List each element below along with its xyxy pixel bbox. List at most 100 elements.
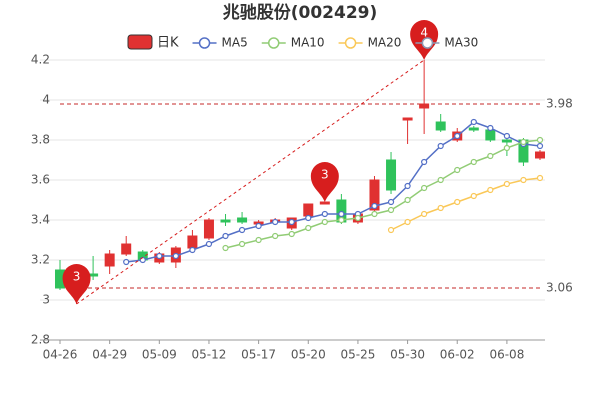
ma-point <box>503 144 510 152</box>
annotation-label: 4 <box>420 26 428 40</box>
y-tick-label: 4 <box>42 93 50 107</box>
ma-point <box>387 198 395 206</box>
candle-body <box>237 217 248 223</box>
ma-point <box>321 210 328 218</box>
ma-point <box>305 224 312 232</box>
candle-body <box>535 151 545 159</box>
candle-body <box>319 201 330 205</box>
ma-point <box>404 182 411 190</box>
x-tick-label: 05-25 <box>340 348 375 362</box>
annotation-label: 3 <box>321 168 329 182</box>
reference-label: 3.98 <box>546 97 573 111</box>
candle-body <box>485 129 496 141</box>
x-tick-label: 06-08 <box>489 348 524 362</box>
x-tick-label: 05-30 <box>390 348 425 362</box>
ma-point <box>238 226 246 234</box>
ma-point <box>387 226 395 234</box>
ma-point <box>437 204 444 212</box>
legend-marker <box>421 37 434 49</box>
ma-point <box>123 258 130 266</box>
candle-body <box>121 243 132 255</box>
ma-point <box>470 192 477 200</box>
y-tick-label: 3.8 <box>31 133 50 147</box>
ma-point <box>222 232 229 240</box>
ma-point <box>454 132 461 140</box>
ma-point <box>487 124 494 132</box>
ma-point <box>288 230 295 238</box>
ma-point <box>272 232 279 240</box>
ma-point <box>387 206 395 214</box>
ma-point <box>421 158 428 166</box>
ma-point <box>189 246 196 254</box>
ma-point <box>338 210 345 218</box>
ma-point <box>338 216 345 224</box>
x-tick-label: 04-26 <box>43 348 78 362</box>
candle-body <box>187 235 198 249</box>
ma-point <box>371 202 378 210</box>
legend-label: MA30 <box>444 36 478 50</box>
y-tick-label: 4.2 <box>31 53 50 67</box>
ma-point <box>172 252 179 260</box>
ma-point <box>437 142 444 150</box>
ma-point <box>454 198 461 206</box>
legend-label: MA20 <box>368 36 402 50</box>
candle-body <box>501 139 512 143</box>
legend-label: MA5 <box>222 36 248 50</box>
ma-point <box>421 184 428 192</box>
ma-point <box>520 176 527 184</box>
legend-marker <box>198 37 211 49</box>
annotation-pin <box>62 264 91 304</box>
candle-body <box>435 121 446 131</box>
annotation-pin <box>310 162 339 202</box>
ma-point <box>404 196 411 204</box>
ma-point <box>487 186 494 194</box>
x-tick-label: 05-12 <box>192 348 227 362</box>
candle-body <box>468 127 479 131</box>
candle-body <box>402 117 413 121</box>
x-tick-label: 05-17 <box>241 348 276 362</box>
ma-point <box>404 218 411 226</box>
candle-body <box>386 159 397 191</box>
x-tick-label: 05-20 <box>291 348 326 362</box>
legend-marker <box>267 37 280 49</box>
ma-point <box>238 240 246 248</box>
ma-point <box>156 252 163 260</box>
x-tick-label: 05-09 <box>142 348 177 362</box>
ma-point <box>205 240 213 248</box>
ma-point <box>520 138 527 146</box>
ma-point <box>503 132 510 140</box>
legend-label: MA10 <box>291 36 325 50</box>
chart-title: 兆驰股份(002429) <box>223 2 378 23</box>
legend-swatch <box>127 34 153 50</box>
ma-point <box>288 218 295 226</box>
candle-body <box>303 203 314 217</box>
ma-point <box>354 214 362 222</box>
ma-point <box>536 142 544 150</box>
ma-line <box>390 177 541 231</box>
ma-point <box>371 210 378 218</box>
ma-point <box>437 176 444 184</box>
y-tick-label: 3.4 <box>31 213 50 227</box>
ma-point <box>536 136 544 144</box>
y-tick-label: 3 <box>42 293 50 307</box>
y-tick-label: 3.2 <box>31 253 50 267</box>
ma-point <box>470 118 477 126</box>
ma-point <box>272 218 279 226</box>
candle-body <box>369 179 380 211</box>
ma-point <box>454 166 461 174</box>
ma-point <box>305 214 312 222</box>
ma-point <box>503 180 510 188</box>
trend-connector <box>76 59 425 305</box>
legend-label: 日K <box>157 36 179 51</box>
legend-marker <box>344 37 357 49</box>
ma-point <box>421 210 428 218</box>
candle-body <box>104 253 115 267</box>
ma-point <box>255 222 262 230</box>
ma-point <box>470 158 477 166</box>
ma-point <box>536 174 544 182</box>
y-tick-label: 3.6 <box>31 173 50 187</box>
ma-point <box>321 218 328 226</box>
ma-point <box>255 236 262 244</box>
x-tick-label: 06-02 <box>440 348 475 362</box>
